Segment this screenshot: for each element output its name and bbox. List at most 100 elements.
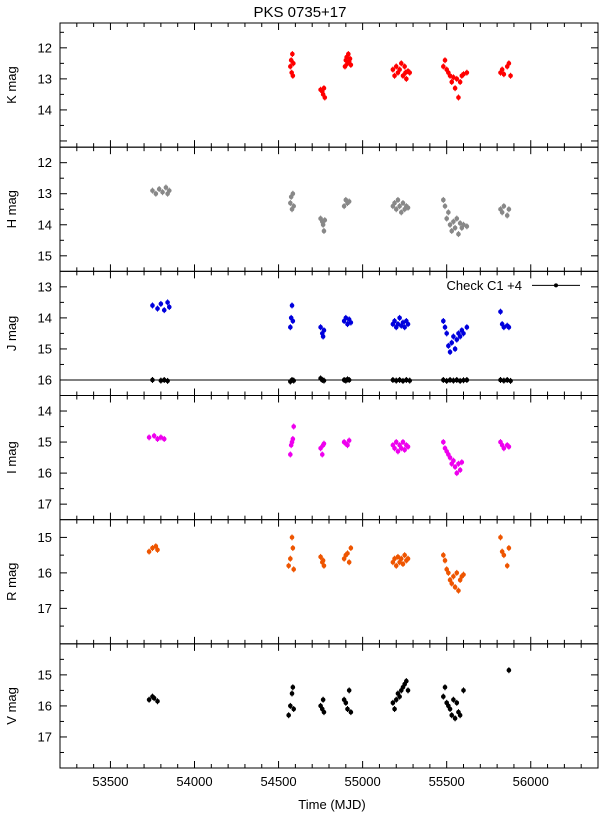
data-point [150, 188, 155, 193]
data-point [322, 95, 328, 100]
y-tick-label: 14 [38, 310, 52, 325]
data-point [290, 191, 296, 197]
data-point [441, 197, 446, 203]
data-point [290, 436, 296, 442]
data-point [405, 688, 411, 693]
data-point [446, 210, 451, 215]
data-point [407, 70, 413, 75]
data-point [506, 61, 512, 66]
data-point [398, 210, 404, 215]
data-point [501, 203, 507, 209]
data-point [290, 545, 296, 551]
data-point [452, 464, 458, 470]
data-point [161, 436, 167, 442]
y-tick-label: 12 [38, 155, 52, 170]
y-axis-label: V mag [4, 687, 19, 725]
data-point [444, 331, 449, 336]
data-point [449, 581, 455, 586]
data-point [446, 570, 451, 576]
data-point [288, 703, 293, 709]
data-point [402, 552, 407, 558]
data-point [290, 684, 296, 690]
data-point [288, 452, 293, 457]
data-point [166, 188, 172, 193]
y-tick-label: 13 [38, 71, 52, 86]
data-point [400, 439, 406, 445]
data-point [321, 709, 327, 715]
data-point [464, 324, 470, 330]
data-point [397, 694, 402, 699]
data-point [447, 706, 453, 712]
data-point [163, 185, 169, 190]
data-point [347, 56, 353, 61]
data-point [457, 577, 463, 583]
data-point [346, 688, 352, 693]
data-point [454, 570, 460, 576]
y-tick-label: 17 [38, 601, 52, 616]
data-point [451, 219, 456, 224]
data-point [346, 438, 352, 443]
data-point [151, 695, 157, 701]
data-point [393, 697, 399, 703]
data-point [165, 300, 170, 305]
data-point [320, 222, 326, 228]
data-point [348, 62, 354, 68]
data-point [318, 554, 323, 560]
y-axis-label: I mag [4, 441, 19, 474]
data-point [447, 349, 453, 355]
data-point [457, 334, 463, 339]
data-point [395, 197, 401, 203]
data-point [449, 712, 455, 718]
data-point [151, 433, 157, 439]
y-tick-label: 17 [38, 729, 52, 744]
data-point [442, 684, 448, 690]
data-point [461, 377, 466, 383]
data-point [444, 216, 449, 221]
y-axis-label: R mag [4, 563, 19, 601]
data-point [342, 64, 348, 69]
y-tick-label: 16 [38, 698, 52, 713]
data-point [150, 377, 155, 383]
data-point [155, 306, 160, 311]
data-point [441, 439, 446, 445]
data-point [499, 549, 505, 554]
data-point [341, 556, 347, 561]
data-point [405, 556, 411, 561]
y-tick-label: 15 [38, 530, 52, 545]
data-point [452, 85, 458, 91]
data-point [288, 200, 293, 206]
data-point [498, 309, 503, 314]
data-point [390, 67, 396, 72]
data-point [165, 378, 170, 384]
data-point [506, 444, 512, 450]
data-point [449, 340, 455, 346]
data-point [407, 378, 413, 383]
data-point [343, 700, 349, 706]
data-point [288, 556, 293, 561]
data-point [345, 551, 350, 556]
y-tick-label: 16 [38, 565, 52, 580]
data-point [508, 73, 513, 79]
data-point [321, 563, 327, 569]
data-point [397, 203, 402, 209]
data-point [504, 563, 510, 569]
data-point [457, 712, 463, 718]
data-point [346, 51, 351, 57]
y-tick-label: 16 [38, 466, 52, 481]
x-tick-label: 53500 [92, 774, 128, 789]
y-tick-label: 16 [38, 372, 52, 387]
y-tick-label: 15 [38, 248, 52, 263]
data-point [441, 64, 446, 69]
data-point [322, 217, 328, 223]
data-point [146, 549, 152, 554]
legend-label: Check C1 +4 [446, 278, 522, 293]
data-point [346, 559, 352, 565]
x-tick-label: 54500 [260, 774, 296, 789]
data-point [451, 458, 456, 463]
data-point [441, 552, 446, 558]
data-point [290, 318, 296, 324]
data-point [290, 51, 295, 57]
y-axis-label: J mag [4, 316, 19, 351]
data-point [461, 572, 466, 577]
data-point [291, 567, 296, 572]
